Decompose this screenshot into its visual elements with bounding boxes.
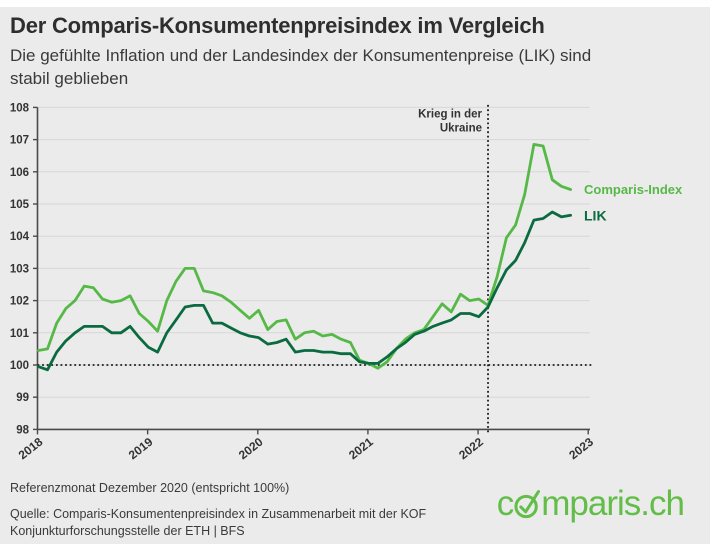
y-gridlines	[37, 106, 590, 398]
y-tick-labels: 98 99 100 101 102 103 104 105 106 107 108	[10, 102, 30, 436]
svg-text:103: 103	[10, 263, 29, 275]
svg-text:Krieg in der: Krieg in der	[418, 109, 482, 121]
svg-text:105: 105	[10, 199, 30, 211]
page-subtitle: Die gefühlte Inflation und der Landesind…	[10, 46, 592, 88]
series-line-comparis-index	[36, 142, 572, 370]
comparis-logo: c mparis.ch	[496, 484, 685, 524]
svg-text:2019: 2019	[126, 435, 156, 463]
svg-text:99: 99	[16, 392, 29, 404]
svg-text:2021: 2021	[346, 435, 376, 463]
svg-text:100: 100	[10, 360, 29, 372]
svg-text:107: 107	[10, 135, 29, 147]
top-strip	[0, 0, 710, 7]
logo-check-icon	[514, 490, 541, 519]
svg-text:106: 106	[10, 167, 29, 179]
x-tick-labels: 2018 2019 2020 2021 2022 2023	[16, 435, 597, 463]
svg-text:104: 104	[10, 231, 30, 243]
svg-text:2020: 2020	[236, 435, 266, 463]
svg-text:102: 102	[10, 296, 29, 308]
logo-text-suffix: mparis.ch	[541, 484, 685, 523]
svg-text:2023: 2023	[566, 435, 596, 463]
source-note: Quelle: Comparis-Konsumentenpreisindex i…	[10, 507, 427, 538]
logo-text-prefix: c	[496, 484, 514, 523]
reference-note: Referenzmonat Dezember 2020 (entspricht …	[10, 481, 290, 495]
svg-text:2022: 2022	[456, 435, 486, 463]
axes	[33, 106, 590, 435]
svg-text:98: 98	[16, 424, 29, 436]
svg-text:108: 108	[10, 102, 30, 114]
legend-label-comparis-index: Comparis-Index	[584, 182, 683, 197]
series-line-lik	[36, 210, 572, 372]
ukraine-war-annotation: Krieg in der Ukraine	[418, 109, 482, 135]
svg-text:101: 101	[10, 328, 30, 340]
svg-text:2018: 2018	[16, 435, 46, 463]
svg-text:Ukraine: Ukraine	[440, 123, 482, 135]
legend-label-lik: LIK	[584, 207, 607, 223]
page-title: Der Comparis-Konsumentenpreisindex im Ve…	[10, 13, 545, 38]
